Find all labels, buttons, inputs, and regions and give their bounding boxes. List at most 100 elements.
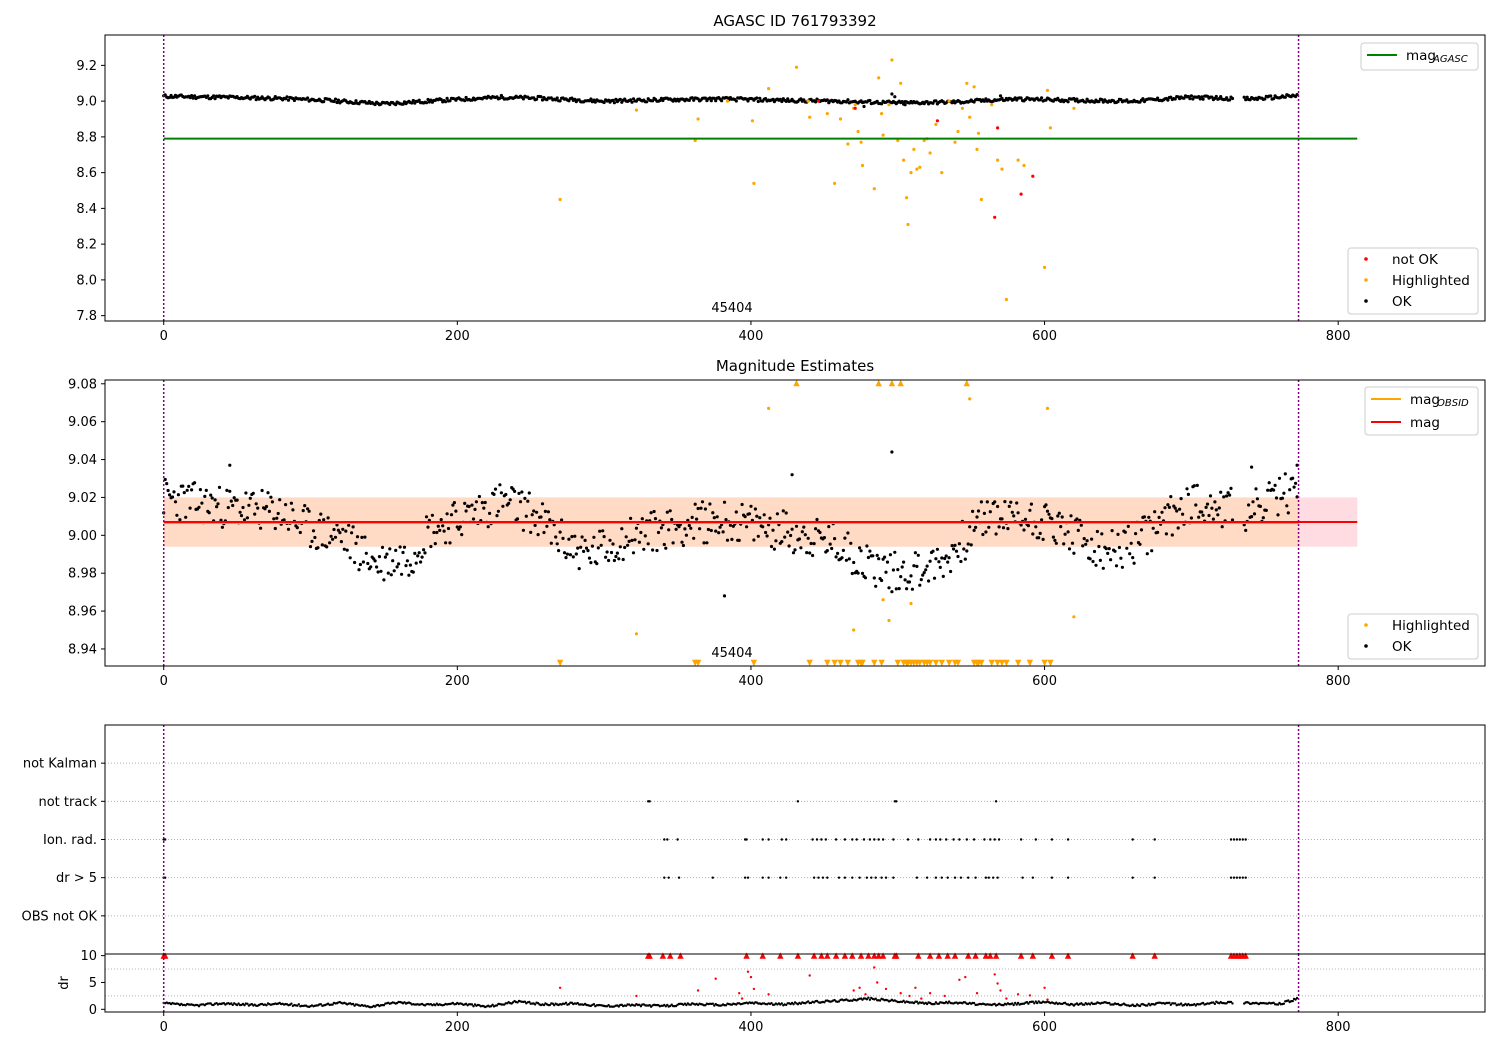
agasc-title: AGASC ID 761793392 <box>713 12 876 30</box>
estimates-ok-point <box>860 571 865 576</box>
agasc-frame <box>104 34 1486 322</box>
dr-high-point <box>914 986 917 989</box>
estimates-ok-point <box>1216 513 1220 517</box>
agasc-xtick-label: 800 <box>1326 329 1351 344</box>
estimates-ok-point <box>935 547 940 551</box>
dr-point <box>912 1001 916 1005</box>
estimates-ok-point <box>680 540 684 544</box>
agasc-ok-point <box>1230 96 1235 101</box>
estimates-ok-point <box>253 512 257 516</box>
estimates-ok-point <box>498 483 502 487</box>
estimates-ok-point <box>734 510 738 514</box>
estimates-highlighted-clipped-low <box>806 659 813 667</box>
agasc-ok-point <box>1019 96 1023 100</box>
flags-point <box>745 838 748 841</box>
estimates-ok-point <box>791 551 796 555</box>
dr-high-point <box>899 992 902 995</box>
estimates-ok-point <box>592 535 596 539</box>
dr-high-point <box>696 989 700 992</box>
estimates-ok-point <box>272 517 276 521</box>
flags-point <box>1066 838 1070 841</box>
agasc-highlighted-point <box>880 112 884 116</box>
agasc-highlighted-point <box>838 117 843 121</box>
estimates-ok-point <box>699 506 703 510</box>
estimates-ok-point <box>769 544 774 549</box>
estimates-ok-point <box>708 502 712 506</box>
estimates-ok-point <box>667 528 671 532</box>
estimates-ok-point <box>1151 526 1155 530</box>
estimates-ok-point <box>1186 492 1190 496</box>
estimates-ok-point <box>535 510 539 514</box>
estimates-ok-point <box>430 513 434 517</box>
flags-category-label: not Kalman <box>23 757 97 772</box>
dr-point <box>1088 1003 1092 1006</box>
dr-clipped-marker <box>818 952 825 959</box>
estimates-ok-point <box>740 502 744 507</box>
estimates-ok-point <box>518 500 523 504</box>
estimates-ok-point <box>1060 515 1064 519</box>
estimates-ok-point <box>1067 547 1072 551</box>
agasc-ok-point <box>424 101 429 105</box>
dr-point <box>1015 1003 1018 1006</box>
estimates-ok-point <box>245 516 249 520</box>
estimates-ok-point <box>627 539 631 544</box>
estimates-ok-point <box>198 488 202 492</box>
estimates-ok-point <box>1117 545 1121 550</box>
flags-point <box>648 800 651 803</box>
flags-point <box>862 838 866 841</box>
estimates-ok-point <box>226 506 230 510</box>
dr-clipped-marker <box>1064 952 1072 959</box>
estimates-ok-point <box>190 488 194 492</box>
dr-high-point <box>1046 998 1049 1001</box>
dr-point <box>648 1004 651 1007</box>
estimates-ok-point <box>805 551 809 555</box>
dr-ytick-label: 5 <box>89 976 97 991</box>
estimates-ok-point <box>793 548 797 552</box>
agasc-ok-point <box>1169 95 1173 99</box>
estimates-ok-point <box>846 531 850 535</box>
estimates-ok-point <box>354 541 358 546</box>
dr-point <box>934 1001 938 1004</box>
estimates-ok-point <box>1026 524 1030 528</box>
estimates-ok-point <box>963 557 967 561</box>
agasc-highlighted-point <box>881 133 885 137</box>
estimates-ok-point <box>411 570 415 574</box>
estimates-ok-point <box>639 530 643 535</box>
estimates-ok-point <box>273 526 277 531</box>
estimates-ok-point <box>442 529 446 533</box>
estimates-ok-point <box>474 500 478 504</box>
dr-clipped-marker <box>794 952 802 959</box>
estimates-ok-point <box>517 491 521 495</box>
estimates-ok-point <box>885 560 890 564</box>
dr-point <box>704 1004 707 1007</box>
estimates-ok-point <box>646 542 650 546</box>
estimates-ok-point <box>755 514 759 518</box>
dr-point <box>1295 996 1299 1000</box>
estimates-ok-point <box>802 525 806 529</box>
estimates-ok-point <box>306 507 310 511</box>
estimates-ok-point <box>363 535 367 539</box>
estimates-ok-point <box>546 510 551 514</box>
estimates-obsid-label: 45404 <box>711 646 752 661</box>
dr-high-point <box>738 992 741 995</box>
estimates-ok-point <box>341 527 345 531</box>
dr-point <box>1201 1001 1205 1005</box>
estimates-ok-point <box>786 530 790 534</box>
estimates-ok-point <box>386 571 390 575</box>
agasc-highlighted-point <box>1045 88 1050 92</box>
agasc-highlighted-point <box>905 196 909 200</box>
estimates-ok-point <box>844 558 849 562</box>
estimates-ok-point <box>344 529 348 533</box>
dr-point <box>1194 1004 1198 1007</box>
agasc-highlighted-point <box>928 151 932 155</box>
estimates-ok-point <box>1101 566 1105 570</box>
estimates-ok-point <box>264 504 269 509</box>
agasc-legend-points: not OK Highlighted OK <box>1347 247 1479 315</box>
estimates-ok-point <box>501 504 505 508</box>
estimates-ok-point <box>946 560 950 564</box>
estimates-ok-point <box>690 515 694 520</box>
estimates-highlighted-clipped-low <box>916 659 923 667</box>
estimates-ok-point <box>700 500 705 504</box>
estimates-ok-point <box>388 547 392 551</box>
agasc-ok-point <box>629 98 633 102</box>
